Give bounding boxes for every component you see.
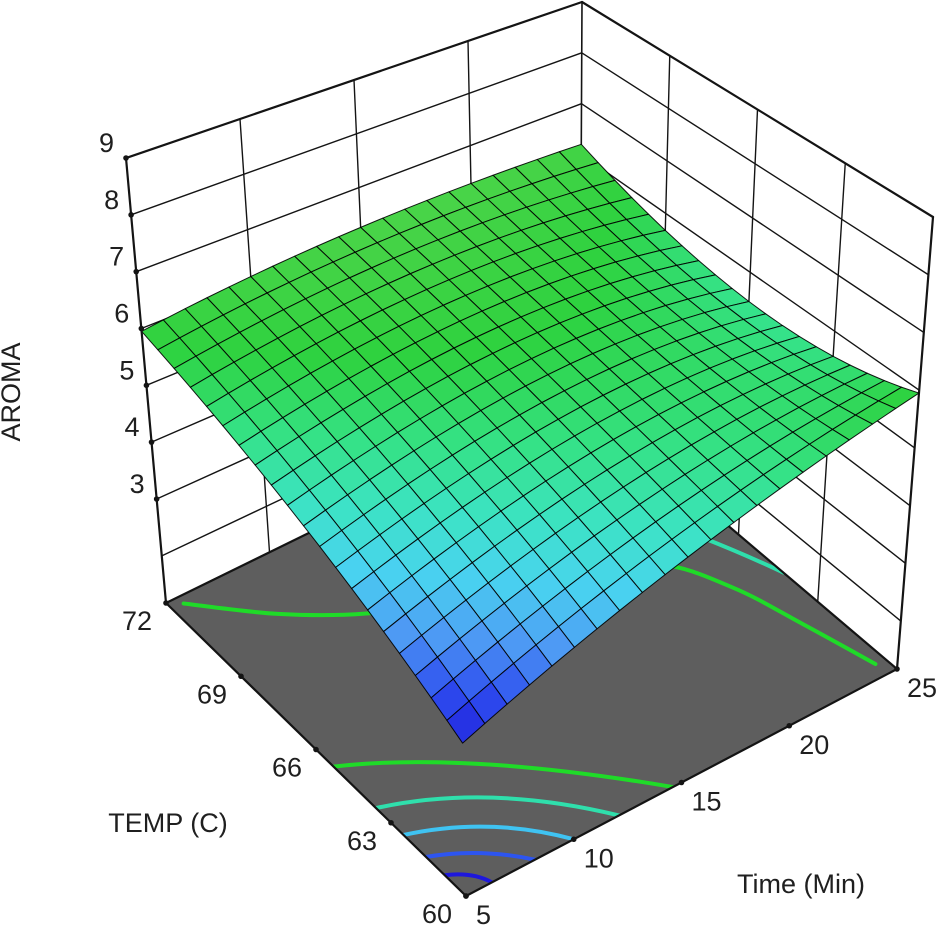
temp-axis-tick-label: 69 <box>197 679 227 709</box>
contour-blue <box>424 850 537 862</box>
z-axis-tick-label: 5 <box>119 355 134 385</box>
time-axis-tick-dot <box>570 836 577 843</box>
z-axis-tick-label: 6 <box>114 298 129 328</box>
time-axis-title: Time (Min) <box>737 869 865 899</box>
time-axis-tick-dot <box>786 722 793 729</box>
time-axis-tick-dot <box>894 666 900 672</box>
time-axis-tick-dot <box>463 893 469 899</box>
z-axis-tick-dot <box>148 439 155 445</box>
z-axis-tick-label: 9 <box>99 128 114 158</box>
contour-teal <box>374 795 622 818</box>
z-axis-tick-label: 4 <box>125 412 140 442</box>
temp-axis-tick-label: 63 <box>347 826 377 856</box>
temp-axis-tick-label: 72 <box>122 606 152 636</box>
time-axis-tick-dot <box>678 779 685 786</box>
z-axis-tick-dot <box>138 325 145 332</box>
temp-axis-tick-dot <box>388 819 394 826</box>
temp-axis-tick-dot <box>163 600 169 606</box>
temp-axis-tick-label: 60 <box>422 899 452 926</box>
contour-cyan <box>401 824 576 842</box>
temp-axis-tick-dot <box>313 746 319 753</box>
time-axis-tick-label: 15 <box>692 787 722 817</box>
right-corner-edge <box>895 215 935 671</box>
time-axis-tick-label: 5 <box>476 900 491 926</box>
surface-mesh <box>141 143 920 744</box>
z-axis-tick-dot <box>133 268 140 275</box>
z-axis-tick-dot <box>123 155 129 161</box>
z-axis-tick-label: 7 <box>109 242 124 272</box>
right-wall-top-edge <box>580 0 935 219</box>
z-axis-tick-label: 8 <box>104 185 119 215</box>
temp-axis-title: TEMP (C) <box>108 808 228 838</box>
z-axis-tick-dot <box>153 496 160 502</box>
temp-axis-tick-label: 66 <box>272 753 302 783</box>
z-axis-tick-dot <box>128 212 134 218</box>
time-axis-tick-label: 20 <box>799 730 829 760</box>
left-wall-top-edge <box>124 0 584 160</box>
z-axis-tick-label: 3 <box>130 469 145 499</box>
z-axis-tick-dot <box>143 382 150 389</box>
contour-darkblue <box>442 872 494 885</box>
temp-axis-tick-dot <box>238 673 244 680</box>
contour-green <box>331 760 675 790</box>
axes: 9 8 7 6 5 4 3 60 63 66 69 72 5 10 15 20 25 AROMA TEMP (C) T… <box>0 128 937 926</box>
z-axis-line <box>124 156 168 605</box>
time-axis-tick-label: 10 <box>584 843 614 873</box>
z-axis-title: AROMA <box>0 342 26 441</box>
surface-mesh-cell <box>446 700 486 744</box>
time-axis-tick-label: 25 <box>907 673 937 703</box>
